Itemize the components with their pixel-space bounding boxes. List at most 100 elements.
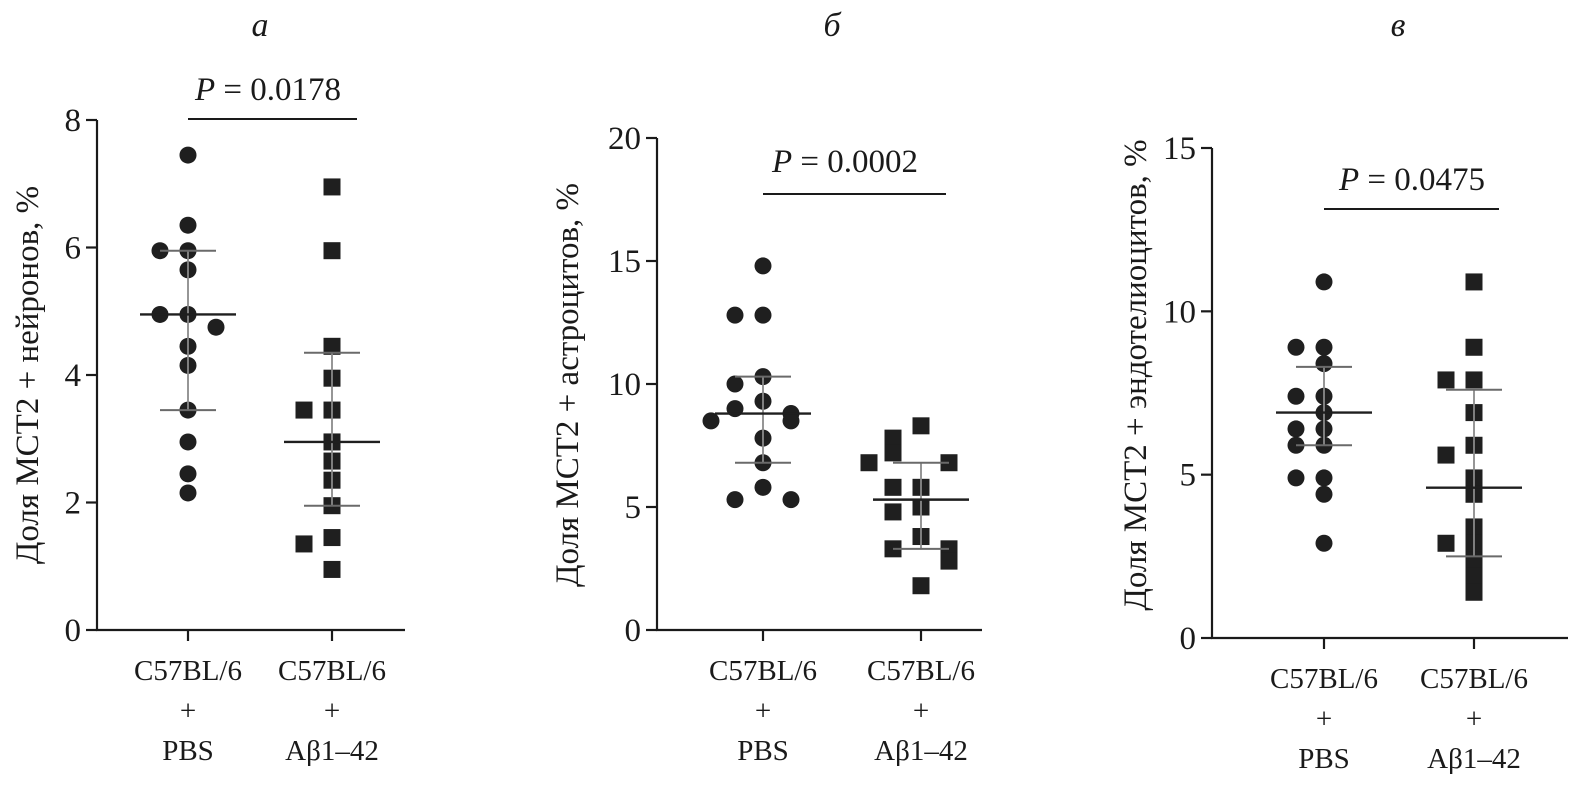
axes (1210, 148, 1568, 640)
y-tick-label: 5 (1180, 458, 1197, 494)
p-number: = 0.0002 (792, 144, 918, 180)
y-tick-label: 0 (65, 613, 82, 649)
data-point-circle (1287, 387, 1305, 405)
data-point-square (323, 560, 341, 578)
x-category-label: C57BL/6 (1420, 663, 1528, 695)
data-point-square (884, 444, 902, 462)
mean-sd-bars (140, 249, 380, 507)
axes (655, 138, 982, 632)
data-point-circle (782, 412, 800, 430)
x-category-label: PBS (162, 735, 214, 767)
p-symbol: P (771, 144, 792, 180)
data-point-square (1465, 338, 1483, 356)
p-symbol: P (1338, 162, 1359, 198)
mean-sd-bars (715, 375, 969, 550)
data-point-circle (1315, 469, 1333, 487)
x-category-label: Aβ1–42 (285, 735, 379, 767)
data-point-circle (179, 484, 197, 502)
y-axis-label: Доля МСТ2 + нейронов, % (10, 186, 46, 564)
mean-sd-bars (1276, 365, 1522, 558)
y-tick-label: 5 (625, 490, 642, 526)
data-point-square (884, 478, 902, 496)
p-number: = 0.0475 (1359, 162, 1485, 198)
x-category-label: Aβ1–42 (874, 735, 968, 767)
data-point-square (295, 401, 313, 419)
data-point-circle (179, 433, 197, 451)
y-axis-label: Доля МСТ2 + эндотелиоцитов, % (1118, 139, 1154, 610)
data-point-circle (726, 375, 744, 393)
data-point-circle (1315, 273, 1333, 291)
data-point-circle (1287, 469, 1305, 487)
y-ticks: 0 5 10 15 (1163, 131, 1212, 657)
x-categories: C57BL/6 + PBS C57BL/6 + Aβ1–42 (1270, 638, 1528, 775)
data-point-square (1437, 371, 1455, 389)
y-tick-label: 4 (65, 358, 82, 394)
data-point-circle (179, 216, 197, 234)
panel-a: а Доля МСТ2 + нейронов, % 0 2 4 6 8 C57BL/6 +… (10, 7, 405, 767)
significance-bracket: P = 0.0002 (763, 144, 946, 195)
data-point-square (1465, 273, 1483, 291)
x-category-label: + (180, 695, 196, 727)
data-point-square (323, 242, 341, 260)
data-point-circle (702, 412, 720, 430)
data-points (1287, 273, 1483, 601)
panel-letter: б (823, 7, 842, 44)
data-point-circle (207, 318, 225, 336)
data-point-circle (1315, 534, 1333, 552)
data-point-circle (1287, 338, 1305, 356)
x-category-label: C57BL/6 (1270, 663, 1378, 695)
data-point-square (912, 577, 930, 595)
data-point-square (1465, 583, 1483, 601)
y-tick-label: 0 (625, 613, 642, 649)
p-value: P = 0.0002 (771, 144, 918, 180)
x-category-label: C57BL/6 (867, 655, 975, 687)
data-point-square (1465, 371, 1483, 389)
y-tick-label: 8 (65, 103, 82, 139)
data-point-circle (179, 146, 197, 164)
data-point-circle (1315, 338, 1333, 356)
y-tick-label: 2 (65, 486, 82, 522)
x-categories: C57BL/6 + PBS C57BL/6 + Aβ1–42 (134, 630, 386, 767)
data-point-square (940, 552, 958, 570)
y-tick-label: 20 (608, 121, 641, 157)
data-point-circle (726, 306, 744, 324)
data-point-circle (726, 491, 744, 509)
x-category-label: C57BL/6 (709, 655, 817, 687)
data-point-square (323, 337, 341, 355)
y-tick-label: 6 (65, 231, 82, 267)
data-point-circle (179, 465, 197, 483)
x-category-label: C57BL/6 (134, 655, 242, 687)
x-category-label: + (913, 695, 929, 727)
data-point-square (884, 503, 902, 521)
data-point-square (1465, 567, 1483, 585)
p-number: = 0.0178 (215, 72, 341, 108)
data-points (702, 257, 958, 595)
significance-bracket: P = 0.0475 (1324, 162, 1499, 210)
data-point-square (860, 454, 878, 472)
panel-letter: а (252, 7, 269, 44)
data-point-circle (754, 478, 772, 496)
axes (95, 120, 405, 632)
x-category-label: + (324, 695, 340, 727)
data-point-square (323, 178, 341, 196)
y-ticks: 0 5 10 15 20 (608, 121, 657, 649)
data-point-circle (754, 306, 772, 324)
data-point-circle (1287, 420, 1305, 438)
y-tick-label: 10 (1163, 294, 1196, 330)
data-point-circle (754, 257, 772, 275)
data-points (151, 146, 341, 578)
x-categories: C57BL/6 + PBS C57BL/6 + Aβ1–42 (709, 630, 975, 767)
x-category-label: Aβ1–42 (1427, 743, 1521, 775)
x-category-label: PBS (1298, 743, 1350, 775)
y-tick-label: 0 (1180, 621, 1197, 657)
data-point-square (323, 529, 341, 547)
data-point-square (295, 535, 313, 553)
x-category-label: + (1466, 703, 1482, 735)
p-value: P = 0.0475 (1338, 162, 1485, 198)
x-category-label: C57BL/6 (278, 655, 386, 687)
x-category-label: PBS (737, 735, 789, 767)
data-point-circle (1315, 485, 1333, 503)
panel-b: б Доля МСТ2 + астроцитов, % 0 5 10 15 20 C57… (550, 7, 982, 767)
